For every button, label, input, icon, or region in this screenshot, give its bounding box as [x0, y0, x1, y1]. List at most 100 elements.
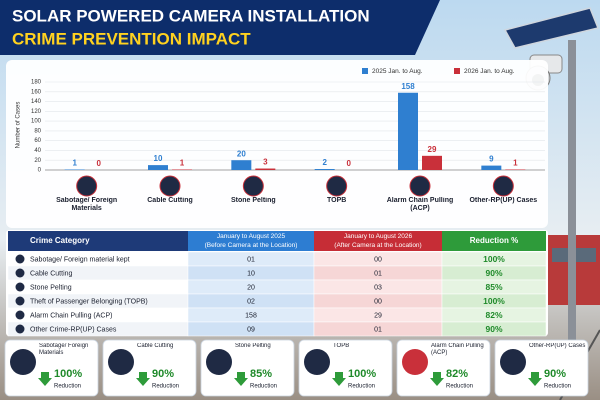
down-arrow [332, 372, 346, 386]
bar [422, 155, 442, 170]
bar [148, 165, 168, 170]
y-tick-label: 160 [31, 89, 42, 95]
card-note: Reduction [54, 384, 81, 390]
category-icon [409, 175, 431, 197]
card-icon [304, 349, 330, 375]
table-cell-text: Other Crime-RP(UP) Cases [30, 326, 117, 333]
bar [255, 168, 276, 170]
value-label: 20 [237, 149, 246, 158]
header-cell [314, 231, 442, 251]
card-note: Reduction [348, 384, 375, 390]
value-label: 0 [96, 159, 101, 168]
table-cell-text: 100% [483, 254, 505, 264]
card-label: Alarm Chain Pulling (ACP) [431, 343, 484, 356]
x-tick-label-box: Cable Cutting [147, 197, 193, 204]
card-value: 85% [250, 368, 272, 380]
table-cell-text: 158 [245, 312, 257, 319]
table-cell-text: Alarm Chain Pulling (ACP) [30, 312, 112, 319]
category-icon [242, 175, 264, 197]
header-label: (Before Camera at the Location) [205, 242, 298, 249]
y-tick-label: 100 [31, 119, 42, 125]
header-label: Crime Category [30, 236, 90, 245]
table-cell-text: Sabotage/ Foreign material kept [30, 256, 130, 263]
table-cell-text: 01 [374, 326, 382, 333]
table-cell-text: Stone Pelting [30, 284, 72, 291]
table-cell [441, 321, 547, 337]
card-value: 82% [446, 368, 468, 380]
table-cell-text: 01 [374, 270, 382, 277]
card-value: 90% [544, 368, 566, 380]
value-label: 2 [322, 158, 327, 167]
row-icon [15, 268, 25, 278]
down-arrow [234, 372, 248, 386]
down-arrow [136, 372, 150, 386]
header-cell [188, 231, 314, 251]
value-label: 29 [428, 145, 437, 154]
title-banner [0, 0, 440, 55]
x-tick-label: TOPB [326, 197, 347, 204]
solar-panel [503, 7, 600, 49]
table-cell-text: 01 [247, 256, 255, 263]
y-tick-label: 40 [34, 148, 41, 154]
bar [481, 165, 502, 170]
table-cell-text: 90% [485, 324, 502, 334]
legend-swatch [454, 68, 460, 74]
x-tick-label-box: TOPB [326, 197, 347, 204]
card-label-box: Other-RP(UP) Cases [529, 343, 586, 349]
pole [568, 40, 576, 340]
card-icon [500, 349, 526, 375]
card-label: Cable Cutting [137, 343, 174, 349]
legend-label: 2025 Jan. to Aug. [372, 68, 423, 75]
table-cell-text: 82% [485, 310, 502, 320]
x-tick-label-box: Sabotage/ Foreign Materials [56, 197, 118, 212]
y-tick-label: 80 [34, 128, 41, 134]
card-note: Reduction [152, 384, 179, 390]
x-tick-label: Sabotage/ Foreign Materials [56, 197, 118, 212]
value-label: 0 [346, 159, 351, 168]
header-cell [8, 231, 188, 251]
table-cell-text: Cable Cutting [30, 270, 73, 277]
x-tick-label: Cable Cutting [147, 197, 193, 204]
card-note: Reduction [544, 384, 571, 390]
y-axis-label: Number of Cases [16, 102, 22, 149]
card-label-box: Cable Cutting [137, 343, 174, 349]
card-label-box: TOPB [333, 343, 349, 349]
table-cell-text: 00 [374, 256, 382, 263]
card-icon [108, 349, 134, 375]
card-icon [10, 349, 36, 375]
y-tick-label: 0 [38, 168, 42, 174]
table: Crime Category January to August 2025 (Bef… [7, 231, 547, 337]
table-cell-text: 10 [247, 270, 255, 277]
x-tick-label-box: Alarm Chain Pulling (ACP) [387, 197, 454, 212]
row-icon [15, 296, 25, 306]
category-icon [326, 175, 348, 197]
table-cell-text: 85% [485, 282, 502, 292]
value-label: 158 [401, 82, 415, 91]
down-arrow [430, 372, 444, 386]
table-cell-text: Theft of Passenger Belonging (TOPB) [30, 298, 148, 305]
card-label: Sabotage/ Foreign Materials [39, 343, 89, 356]
table-cell-text: 09 [247, 326, 255, 333]
card-label-box: Alarm Chain Pulling (ACP) [431, 343, 484, 356]
card-value: 100% [54, 368, 82, 380]
header-label: Reduction % [470, 236, 518, 245]
header-cell [442, 231, 546, 251]
card-label: Other-RP(UP) Cases [529, 343, 586, 349]
value-label: 9 [489, 155, 494, 164]
x-tick-label: Other-RP(UP) Cases [469, 197, 538, 204]
y-tick-label: 140 [31, 99, 42, 105]
table-cell-text: 100% [483, 296, 505, 306]
down-arrow [38, 372, 52, 386]
table-cell-text: 20 [247, 284, 255, 291]
title: SOLAR POWERED CAMERA INSTALLATION [12, 6, 370, 25]
bar [314, 169, 335, 170]
value-label: 1 [513, 159, 518, 168]
card-icon [206, 349, 232, 375]
table-cell-text: 03 [374, 284, 382, 291]
category-icon [492, 175, 514, 197]
bar [398, 92, 418, 170]
row-icon [15, 324, 25, 334]
header-label: January to August 2026 [344, 233, 413, 240]
header-label: January to August 2025 [217, 233, 286, 240]
